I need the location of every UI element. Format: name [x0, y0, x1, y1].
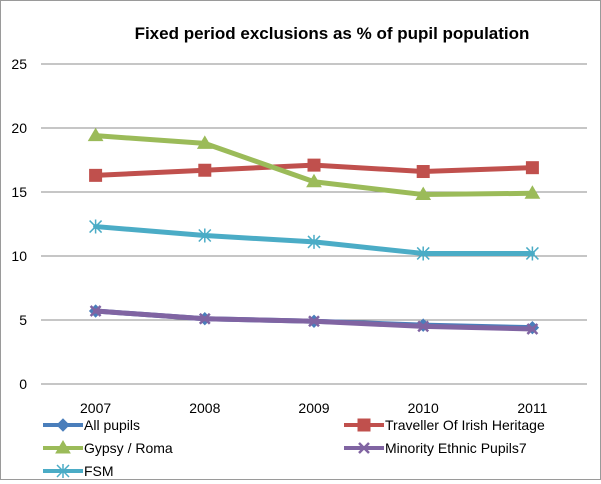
data-point: [416, 246, 430, 261]
x-tick-label: 2010: [408, 400, 439, 416]
y-tick-label: 0: [19, 376, 27, 392]
y-axis: 0 5 10 15 20 25: [11, 56, 27, 392]
data-point: [525, 246, 539, 261]
x-tick-label: 2007: [80, 400, 111, 416]
y-tick-label: 10: [11, 248, 27, 264]
data-point: [415, 186, 432, 201]
data-point: [525, 161, 539, 175]
legend-marker: [357, 418, 371, 432]
data-point: [87, 127, 104, 142]
y-tick-label: 25: [11, 56, 27, 72]
data-point: [196, 135, 213, 149]
data-point: [198, 228, 212, 243]
legend-item: Traveller Of Irish Heritage: [344, 417, 545, 433]
x-tick-label: 2011: [517, 400, 547, 416]
data-point: [524, 185, 541, 199]
legend-marker: [56, 418, 70, 432]
legend-label: All pupils: [84, 417, 140, 433]
data-point: [416, 165, 430, 179]
legend-marker: [55, 440, 71, 454]
data-point: [89, 219, 103, 234]
legend: All pupils Traveller Of Irish Heritage Gyp…: [43, 417, 545, 479]
y-tick-label: 5: [19, 312, 27, 328]
x-tick-label: 2008: [189, 400, 220, 416]
legend-label: Traveller Of Irish Heritage: [385, 417, 545, 433]
legend-label: Gypsy / Roma: [84, 440, 173, 456]
data-point: [198, 312, 211, 325]
data-point: [307, 234, 321, 249]
legend-marker: [56, 464, 70, 478]
y-tick-label: 15: [11, 184, 27, 200]
chart-title: Fixed period exclusions as % of pupil po…: [135, 24, 530, 43]
legend-label: FSM: [84, 463, 114, 479]
x-tick-label: 2009: [298, 400, 329, 416]
data-point: [306, 173, 322, 188]
series-group: [87, 127, 541, 335]
legend-item: All pupils: [43, 417, 140, 433]
data-point: [308, 315, 320, 328]
legend-label: Minority Ethnic Pupils7: [385, 440, 527, 456]
y-tick-label: 20: [11, 120, 27, 136]
legend-item: FSM: [43, 463, 114, 479]
data-point: [307, 158, 321, 172]
data-point: [526, 323, 539, 335]
data-point: [198, 163, 212, 177]
legend-item: Minority Ethnic Pupils7: [344, 440, 527, 456]
x-axis: 2007 2008 2009 2010 2011: [41, 383, 587, 416]
gridlines: [41, 63, 587, 385]
data-point: [89, 305, 102, 317]
data-point: [417, 320, 430, 333]
legend-item: Gypsy / Roma: [43, 440, 173, 456]
data-point: [89, 168, 103, 182]
legend-marker: [358, 442, 370, 454]
